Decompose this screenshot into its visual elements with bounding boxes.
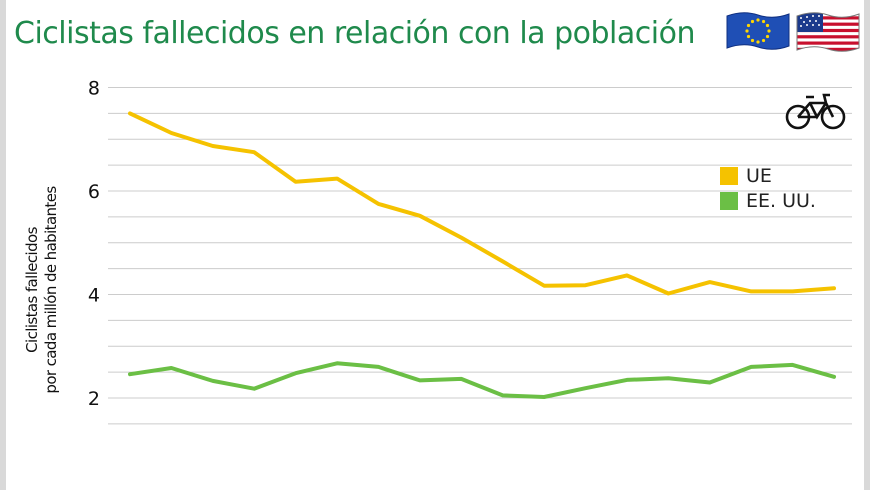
series-line-eu — [128, 111, 836, 296]
y-tick-label: 8 — [88, 78, 100, 100]
eu-star — [750, 19, 755, 24]
chart-panel — [6, 0, 864, 490]
us-flag-icon — [796, 12, 860, 52]
us-stripe — [797, 28, 859, 33]
eu-star — [746, 23, 751, 28]
y-tick-label: 2 — [88, 388, 100, 410]
eu-star — [756, 40, 760, 44]
us-stripe — [797, 22, 859, 26]
y-tick-label: 4 — [88, 285, 100, 307]
us-stripe — [797, 35, 859, 39]
y-axis-label-line-1: Ciclistas fallecidos — [23, 227, 41, 353]
series-line-us — [128, 361, 836, 399]
y-axis-label-line-2: por cada millón de habitantes — [42, 186, 60, 394]
eu-star — [761, 38, 766, 43]
legend-item-eu: UE — [720, 163, 816, 188]
legend-swatch-eu — [720, 166, 738, 185]
eu-flag-icon — [726, 12, 790, 50]
legend: UE EE. UU. — [720, 163, 816, 213]
eu-star — [746, 34, 751, 39]
eu-star — [765, 34, 770, 39]
us-stripe — [797, 16, 859, 20]
legend-item-us: EE. UU. — [720, 188, 816, 213]
us-stripe — [797, 41, 859, 45]
legend-swatch-us — [720, 191, 738, 210]
bicycle-icon — [785, 93, 846, 130]
eu-star — [745, 29, 749, 33]
eu-star — [767, 29, 771, 33]
y-axis-label: Ciclistas fallecidos por cada millón de … — [23, 186, 61, 393]
eu-star — [750, 38, 755, 43]
page-title: Ciclistas fallecidos en relación con la … — [14, 16, 695, 51]
legend-label-us: EE. UU. — [746, 189, 816, 212]
eu-star — [756, 18, 760, 22]
legend-label-eu: UE — [746, 164, 772, 187]
eu-star — [761, 19, 766, 24]
eu-star — [765, 23, 770, 28]
y-tick-label: 6 — [88, 181, 100, 203]
